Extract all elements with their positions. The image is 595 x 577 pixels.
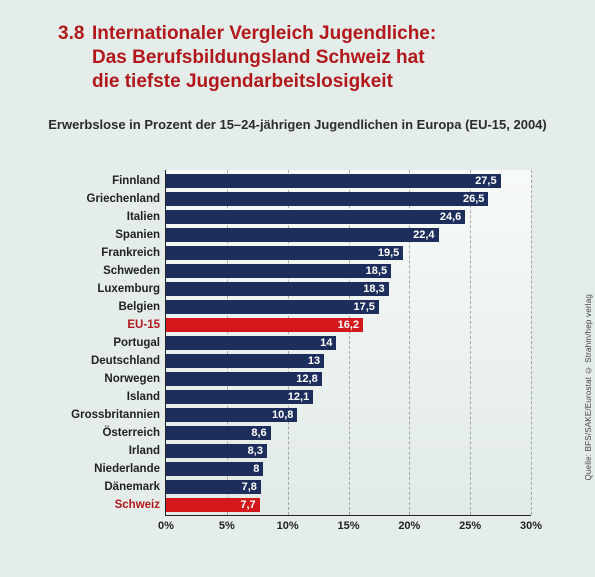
bar-label: EU-15 [40,317,160,333]
bar: 14 [166,336,336,350]
bar-label: Finnland [40,173,160,189]
bar-value: 27,5 [475,174,496,188]
title-number: 3.8 [58,22,92,46]
bar: 17,5 [166,300,379,314]
bar: 22,4 [166,228,439,242]
page: 3.8Internationaler Vergleich Jugendliche… [0,0,595,577]
chart-title: 3.8Internationaler Vergleich Jugendliche… [0,0,595,93]
bar-label: Spanien [40,227,160,243]
bar-value: 7,8 [242,480,257,494]
bar-label: Island [40,389,160,405]
bar-value: 7,7 [240,498,255,512]
bar-label: Irland [40,443,160,459]
bar-value: 26,5 [463,192,484,206]
x-tick-label: 0% [158,520,174,532]
bar: 13 [166,354,324,368]
gridline [531,170,532,515]
bar: 8,3 [166,444,267,458]
bar-label: Dänemark [40,479,160,495]
bar: 10,8 [166,408,297,422]
x-tick-label: 5% [219,520,235,532]
bar-value: 16,2 [338,318,359,332]
bar-value: 17,5 [353,300,374,314]
bar: 8,6 [166,426,271,440]
bar-label: Luxemburg [40,281,160,297]
bar-value: 8 [253,462,259,476]
x-tick-label: 10% [277,520,299,532]
x-tick-label: 15% [337,520,359,532]
bar-value: 22,4 [413,228,434,242]
bar-value: 13 [308,354,320,368]
bar: 18,5 [166,264,391,278]
bar-value: 19,5 [378,246,399,260]
bar-value: 12,8 [296,372,317,386]
x-tick-label: 20% [398,520,420,532]
bar: 26,5 [166,192,488,206]
bar-label: Belgien [40,299,160,315]
bar: 19,5 [166,246,403,260]
x-tick-label: 30% [520,520,542,532]
bar: 7,7 [166,498,260,512]
bar: 18,3 [166,282,389,296]
bar-value: 18,3 [363,282,384,296]
bar: 27,5 [166,174,501,188]
bar: 12,1 [166,390,313,404]
bar-value: 12,1 [288,390,309,404]
bar-value: 10,8 [272,408,293,422]
bar-label: Schweiz [40,497,160,513]
bar-value: 18,5 [366,264,387,278]
bar-label: Italien [40,209,160,225]
chart: 0% 5% 10% 15% 20% 25% 30% Finnland 27,5 Griechenl… [40,170,550,550]
bar-label: Österreich [40,425,160,441]
x-tick-label: 25% [459,520,481,532]
gridline [470,170,471,515]
bar-label: Norwegen [40,371,160,387]
bar-label: Frankreich [40,245,160,261]
bar-value: 24,6 [440,210,461,224]
title-line3: die tiefste Jugendarbeitslosigkeit [58,70,555,94]
bar-value: 8,3 [248,444,263,458]
bar-label: Schweden [40,263,160,279]
bar: 7,8 [166,480,261,494]
bar-label: Grossbritannien [40,407,160,423]
bar-label: Portugal [40,335,160,351]
bar: 16,2 [166,318,363,332]
title-line1: Internationaler Vergleich Jugendliche: [92,23,436,44]
bar-label: Griechenland [40,191,160,207]
source-credit: Quelle: BFS/SAKE/Eurostat © Strahm/hep v… [584,294,593,481]
bar: 12,8 [166,372,322,386]
chart-subtitle: Erwerbslose in Prozent der 15–24-jährige… [0,93,595,132]
bar-value: 8,6 [251,426,266,440]
bar-value: 14 [320,336,332,350]
title-line2: Das Berufsbildungsland Schweiz hat [58,46,555,70]
bar: 24,6 [166,210,465,224]
bar-label: Deutschland [40,353,160,369]
bar: 8 [166,462,263,476]
bar-label: Niederlande [40,461,160,477]
